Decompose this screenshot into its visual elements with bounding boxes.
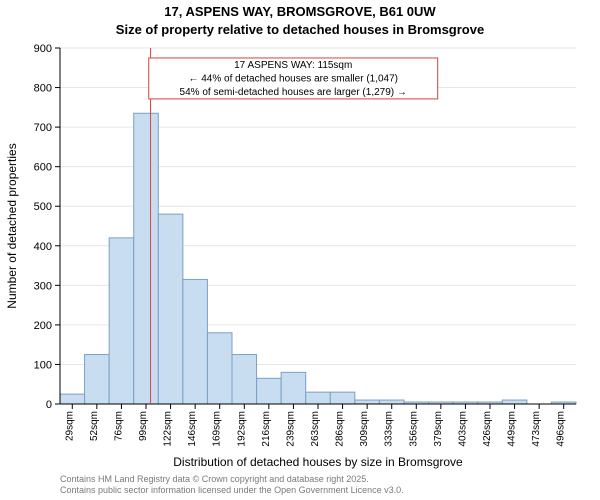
histogram-bar	[502, 400, 527, 404]
histogram-bar	[257, 378, 282, 404]
ytick-label: 300	[34, 280, 52, 292]
histogram-bar	[306, 392, 331, 404]
xtick-label: 473sqm	[531, 411, 542, 447]
histogram-chart: 0 100 200 300 400 500 600 700 800 900 29sqm 52sqm 76…	[0, 0, 600, 500]
histogram-bar	[281, 372, 306, 404]
histogram-bar	[85, 355, 110, 404]
xtick-label: 356sqm	[408, 411, 419, 447]
footer-line-2: Contains public sector information licen…	[60, 485, 404, 496]
xtick-label: 216sqm	[261, 411, 272, 447]
xtick-label: 263sqm	[310, 411, 321, 447]
footer-attribution: Contains HM Land Registry data © Crown c…	[60, 474, 404, 496]
ytick-label: 700	[34, 122, 52, 134]
histogram-bar	[183, 279, 208, 404]
ytick-label: 100	[34, 359, 52, 371]
annotation-line: 54% of semi-detached houses are larger (…	[180, 87, 407, 98]
xtick-label: 52sqm	[89, 411, 100, 441]
xtick-label: 496sqm	[556, 411, 567, 447]
xtick-label: 403sqm	[457, 411, 468, 447]
y-axis-label: Number of detached properties	[5, 143, 19, 308]
footer-line-1: Contains HM Land Registry data © Crown c…	[60, 474, 404, 485]
chart-title-sub: Size of property relative to detached ho…	[0, 22, 600, 37]
histogram-bar	[232, 355, 257, 404]
ytick-label: 900	[34, 43, 52, 55]
histogram-bar	[60, 394, 85, 404]
histogram-bar	[207, 333, 232, 404]
x-axis-label: Distribution of detached houses by size …	[173, 455, 463, 469]
xtick-label: 333sqm	[384, 411, 395, 447]
ytick-label: 600	[34, 162, 52, 174]
xtick-label: 99sqm	[138, 411, 149, 441]
xtick-label: 146sqm	[187, 411, 198, 447]
histogram-bar	[109, 238, 134, 404]
xtick-label: 239sqm	[285, 411, 296, 447]
xtick-label: 426sqm	[482, 411, 493, 447]
ytick-label: 400	[34, 241, 52, 253]
xtick-label: 169sqm	[212, 411, 223, 447]
chart-title-main: 17, ASPENS WAY, BROMSGROVE, B61 0UW	[0, 4, 600, 19]
xtick-label: 122sqm	[163, 411, 174, 447]
annotation-line: ← 44% of detached houses are smaller (1,…	[188, 73, 398, 84]
xtick-label: 76sqm	[113, 411, 124, 441]
histogram-bar	[330, 392, 355, 404]
xtick-label: 449sqm	[507, 411, 518, 447]
histogram-bar	[134, 113, 159, 404]
ytick-label: 200	[34, 320, 52, 332]
ytick-label: 0	[46, 399, 52, 411]
histogram-bar	[158, 214, 183, 404]
ytick-label: 500	[34, 201, 52, 213]
histogram-bar	[355, 400, 380, 404]
xtick-label: 192sqm	[236, 411, 247, 447]
xtick-label: 309sqm	[359, 411, 370, 447]
xtick-label: 29sqm	[64, 411, 75, 441]
annotation-line: 17 ASPENS WAY: 115sqm	[234, 60, 352, 71]
histogram-bar	[379, 400, 404, 404]
ytick-label: 800	[34, 83, 52, 95]
xtick-label: 286sqm	[335, 411, 346, 447]
xtick-label: 379sqm	[433, 411, 444, 447]
